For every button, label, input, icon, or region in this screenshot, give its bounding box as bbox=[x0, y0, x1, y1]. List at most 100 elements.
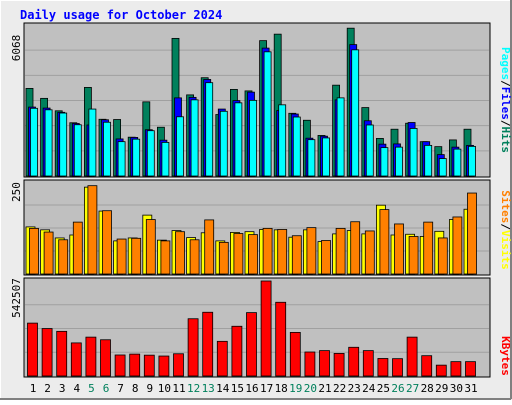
sites-bar bbox=[218, 241, 229, 275]
sites-bar bbox=[321, 240, 331, 275]
y-max-label-mid: 250 bbox=[10, 182, 23, 202]
kbytes-bar bbox=[56, 330, 68, 377]
kbytes-bar bbox=[143, 354, 155, 377]
day-label: 30 bbox=[450, 382, 463, 395]
kbytes-bar bbox=[187, 318, 199, 377]
legend-separator: / bbox=[499, 80, 512, 87]
day-label: 22 bbox=[333, 382, 346, 395]
kbytes-bar bbox=[377, 358, 389, 377]
day-label: 28 bbox=[421, 382, 434, 395]
legend-hits: Hits bbox=[499, 127, 512, 154]
day-label: 16 bbox=[245, 382, 258, 395]
kbytes-bar bbox=[246, 312, 257, 377]
kbytes-bar bbox=[435, 364, 447, 377]
sites-bar bbox=[116, 238, 127, 275]
day-label: 29 bbox=[435, 382, 448, 395]
sites-bar bbox=[160, 240, 171, 275]
pages-bar bbox=[176, 116, 184, 177]
pages-bar bbox=[336, 97, 345, 177]
day-label: 8 bbox=[132, 382, 139, 395]
kbytes-bar bbox=[129, 353, 141, 377]
day-label: 11 bbox=[172, 382, 185, 395]
pages-bar bbox=[438, 158, 447, 177]
sites-bar bbox=[408, 236, 419, 275]
legend-sites: Sites bbox=[499, 190, 512, 223]
kbytes-bar bbox=[173, 353, 184, 377]
pages-bar bbox=[424, 144, 433, 177]
kbytes-bar bbox=[289, 331, 301, 377]
kbytes-bar bbox=[406, 336, 418, 377]
kbytes-bar bbox=[27, 322, 38, 377]
kbytes-bar bbox=[362, 350, 374, 377]
y-max-label-top: 6068 bbox=[10, 35, 23, 62]
day-label: 12 bbox=[187, 382, 200, 395]
day-label: 4 bbox=[73, 382, 80, 395]
sites-bar bbox=[437, 237, 448, 275]
pages-bar bbox=[249, 99, 257, 177]
day-label: 10 bbox=[158, 382, 171, 395]
pages-bar bbox=[44, 109, 53, 177]
sites-bar bbox=[423, 221, 434, 275]
bars-hits-files-pages bbox=[25, 27, 476, 177]
sites-bar bbox=[248, 234, 258, 275]
day-label: 17 bbox=[260, 382, 273, 395]
legend-sites-visits: Sites/Visits bbox=[499, 190, 512, 270]
kbytes-bar bbox=[421, 355, 433, 377]
kbytes-bar bbox=[202, 311, 214, 377]
pages-bar bbox=[365, 124, 374, 177]
kbytes-bar bbox=[70, 342, 82, 377]
bars-sites-visits bbox=[25, 185, 477, 275]
day-label: 2 bbox=[44, 382, 51, 395]
pages-bar bbox=[409, 128, 418, 177]
legend-files: Files bbox=[499, 87, 512, 120]
sites-bar bbox=[175, 231, 185, 275]
kbytes-bar bbox=[392, 358, 403, 377]
kbytes-bar bbox=[85, 336, 97, 377]
pages-bar bbox=[292, 116, 301, 177]
kbytes-bar bbox=[41, 328, 53, 377]
pages-bar bbox=[468, 145, 476, 177]
day-label: 7 bbox=[117, 382, 124, 395]
sites-bar bbox=[43, 231, 54, 275]
pages-bar bbox=[59, 112, 68, 177]
sites-bar bbox=[467, 192, 477, 275]
pages-bar bbox=[190, 99, 199, 177]
day-label: 19 bbox=[289, 382, 302, 395]
day-label: 27 bbox=[406, 382, 419, 395]
sites-bar bbox=[364, 230, 375, 275]
legend-kbytes: KBytes bbox=[499, 336, 512, 376]
pages-bar bbox=[263, 51, 272, 177]
legend-pages: Pages bbox=[499, 47, 512, 80]
day-label: 5 bbox=[88, 382, 95, 395]
pages-bar bbox=[30, 107, 38, 177]
legend-separator: / bbox=[499, 223, 512, 230]
day-label: 21 bbox=[318, 382, 331, 395]
kbytes-bar bbox=[348, 346, 360, 377]
sites-bar bbox=[394, 223, 404, 275]
pages-bar bbox=[117, 141, 126, 177]
pages-bar bbox=[73, 124, 82, 177]
sites-bar bbox=[131, 237, 142, 275]
pages-bar bbox=[380, 147, 389, 177]
pages-bar bbox=[453, 148, 462, 177]
sites-bar bbox=[335, 227, 346, 275]
sites-bar bbox=[189, 239, 200, 275]
kbytes-bar bbox=[100, 339, 111, 377]
sites-bar bbox=[291, 235, 302, 275]
day-label: 6 bbox=[103, 382, 110, 395]
day-label: 23 bbox=[348, 382, 361, 395]
sites-bar bbox=[379, 209, 390, 275]
sites-bar bbox=[145, 219, 156, 275]
pages-bar bbox=[146, 130, 155, 177]
sites-bar bbox=[102, 210, 112, 275]
pages-bar bbox=[322, 137, 330, 177]
sites-bar bbox=[262, 227, 273, 275]
day-label: 24 bbox=[362, 382, 376, 395]
kbytes-bar bbox=[450, 361, 462, 377]
sites-bar bbox=[277, 229, 288, 275]
pages-bar bbox=[219, 110, 228, 177]
kbytes-bar bbox=[231, 325, 243, 377]
pages-bar bbox=[161, 142, 170, 177]
pages-bar bbox=[88, 108, 97, 177]
kbytes-bar bbox=[158, 355, 170, 377]
